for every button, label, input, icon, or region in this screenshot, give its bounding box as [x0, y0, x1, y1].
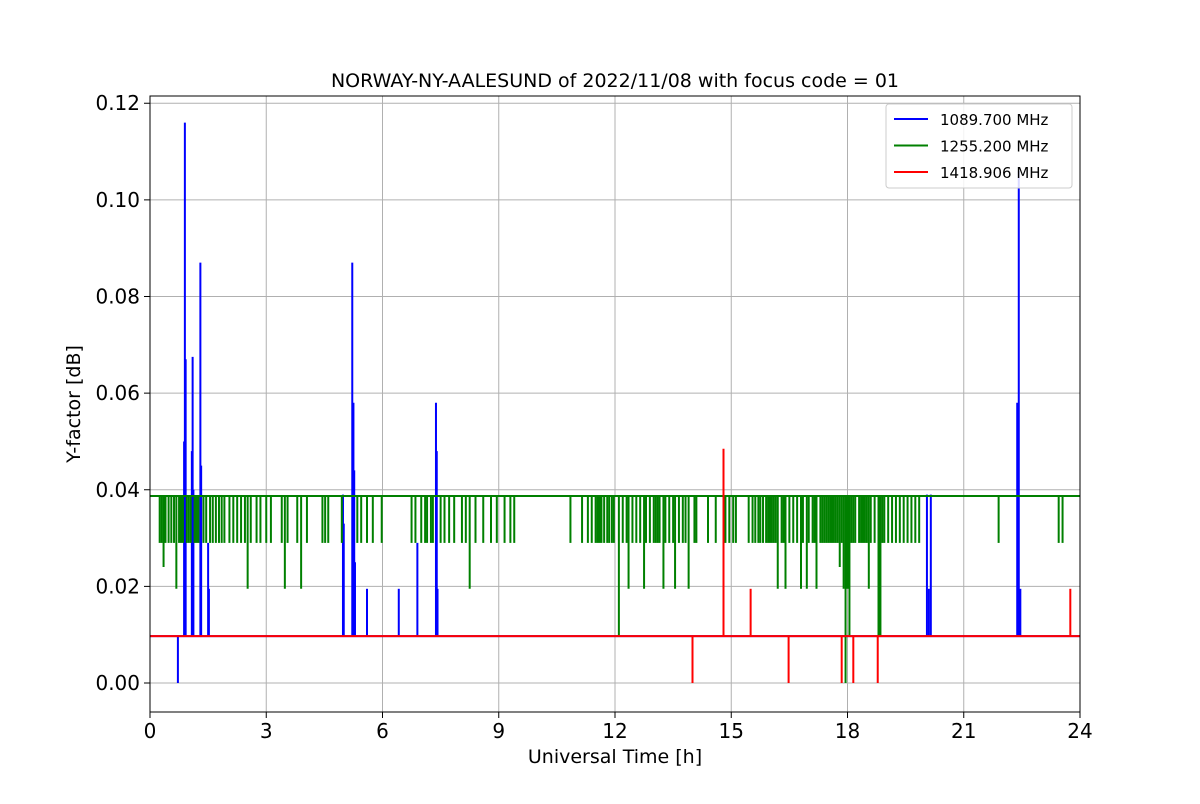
y-axis-label: Y-factor [dB]: [63, 345, 85, 464]
x-tick-label: 24: [1067, 719, 1092, 743]
x-tick-label: 15: [719, 719, 744, 743]
legend-label: 1089.700 MHz: [940, 111, 1049, 129]
series-2: [150, 448, 1080, 684]
y-tick-label: 0.04: [95, 478, 140, 502]
y-tick-label: 0.12: [95, 91, 140, 115]
x-tick-label: 12: [602, 719, 627, 743]
x-tick-label: 3: [260, 719, 273, 743]
legend-label: 1418.906 MHz: [940, 164, 1049, 182]
axis-ticks: 0 3 6 9 12 15 18 21 24 0.00 0.02 0.04 0.06 0.08 0.10 0.…: [95, 91, 1092, 743]
chart-title: NORWAY-NY-AALESUND of 2022/11/08 with fo…: [331, 70, 899, 92]
x-tick-label: 6: [376, 719, 389, 743]
x-tick-label: 18: [835, 719, 860, 743]
x-tick-label: 21: [951, 719, 976, 743]
y-tick-label: 0.00: [95, 671, 140, 695]
y-tick-label: 0.08: [95, 285, 140, 309]
legend-box: [885, 103, 1073, 189]
legend: 1089.700 MHz 1255.200 MHz 1418.906 MHz: [885, 103, 1073, 189]
y-tick-label: 0.10: [95, 188, 140, 212]
x-tick-label: 0: [144, 719, 157, 743]
series-0: [150, 122, 1080, 684]
x-axis-label: Universal Time [h]: [528, 746, 702, 768]
plot-lines: [150, 122, 1080, 684]
x-tick-label: 9: [492, 719, 505, 743]
y-tick-label: 0.02: [95, 574, 140, 598]
legend-label: 1255.200 MHz: [940, 138, 1049, 156]
series-1: [150, 495, 1080, 684]
y-tick-label: 0.06: [95, 381, 140, 405]
